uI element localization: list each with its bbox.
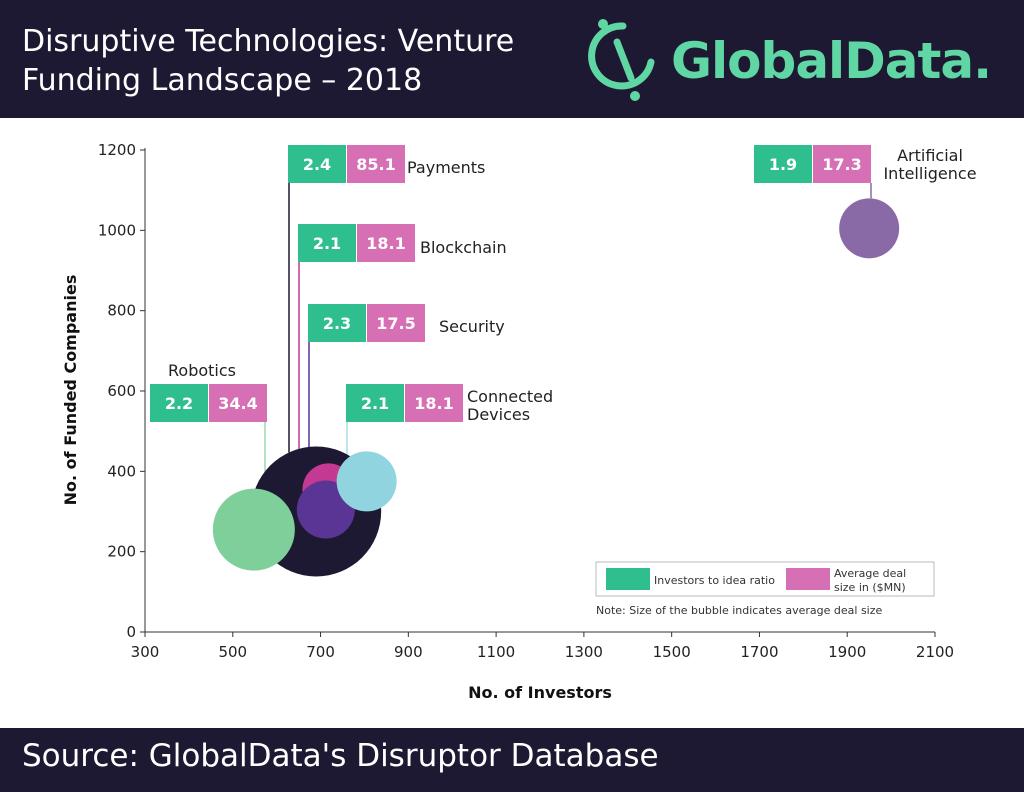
ratio-box (754, 145, 812, 183)
x-axis-title: No. of Investors (468, 683, 612, 702)
x-tick-label: 1700 (740, 643, 778, 661)
series-label: Blockchain (420, 238, 507, 257)
title-line-1: Disruptive Technologies: Venture (22, 24, 515, 59)
y-tick-label: 800 (107, 302, 136, 320)
ratio-box (150, 384, 208, 422)
deal-size-value: 18.1 (414, 394, 453, 413)
series-label: Artificial (897, 146, 963, 165)
header-bar: Disruptive Technologies: Venture Funding… (0, 0, 1024, 118)
ratio-box (288, 145, 346, 183)
y-tick-label: 1200 (98, 141, 136, 159)
page-title: Disruptive Technologies: Venture Funding… (22, 22, 582, 100)
x-tick-label: 500 (218, 643, 247, 661)
ratio-value: 2.2 (165, 394, 193, 413)
deal-size-value: 85.1 (356, 155, 395, 174)
bubble (336, 451, 397, 512)
y-tick-label: 200 (107, 543, 136, 561)
x-tick-label: 1100 (477, 643, 515, 661)
logo-text: GlobalData. (671, 32, 992, 90)
legend-ratio-swatch (606, 568, 650, 590)
deal-size-box (357, 224, 415, 262)
y-tick-label: 0 (126, 623, 136, 641)
series-label: Intelligence (883, 164, 976, 183)
ratio-box (298, 224, 356, 262)
ratio-value: 2.4 (303, 155, 331, 174)
deal-size-value: 17.3 (822, 155, 861, 174)
legend-box (595, 561, 935, 597)
x-tick-label: 1500 (653, 643, 691, 661)
logo-mark-icon (588, 19, 655, 101)
ratio-box (308, 304, 366, 342)
series-label: Robotics (168, 361, 236, 380)
deal-size-box (405, 384, 463, 422)
ratio-box (346, 384, 404, 422)
deal-size-box (813, 145, 871, 183)
deal-size-box (209, 384, 267, 422)
legend-ratio-label: Investors to idea ratio (654, 574, 775, 587)
legend-deal-swatch (786, 568, 830, 590)
y-axis-title: No. of Funded Companies (61, 275, 80, 506)
x-tick-label: 1900 (828, 643, 866, 661)
x-tick-label: 2100 (916, 643, 954, 661)
ratio-value: 2.1 (361, 394, 389, 413)
deal-size-box (367, 304, 425, 342)
deal-size-value: 17.5 (376, 314, 415, 333)
bubble-chart: 300 500 700 900 1100 1300 1500 1700 1900 2100 0 200… (61, 141, 977, 702)
deal-size-value: 18.1 (366, 234, 405, 253)
y-tick-label: 400 (107, 462, 136, 480)
bubble (839, 198, 900, 259)
y-tick-label: 1000 (98, 221, 136, 239)
globaldata-logo: GlobalData. (583, 14, 1013, 106)
legend-note: Note: Size of the bubble indicates avera… (596, 604, 883, 617)
series-label: Devices (467, 405, 530, 424)
legend-deal-label-2: size in ($MN) (834, 581, 906, 594)
x-tick-label: 900 (394, 643, 423, 661)
x-tick-label: 700 (306, 643, 335, 661)
ratio-value: 1.9 (769, 155, 797, 174)
series-label: Connected (467, 387, 553, 406)
title-line-2: Funding Landscape – 2018 (22, 63, 423, 98)
source-text: Source: GlobalData's Disruptor Database (22, 738, 659, 774)
bubble (212, 488, 295, 571)
series-label: Security (439, 317, 505, 336)
footer-bar: Source: GlobalData's Disruptor Database (0, 728, 1024, 792)
ratio-value: 2.3 (323, 314, 351, 333)
x-tick-label: 1300 (565, 643, 603, 661)
series-label: Payments (407, 158, 485, 177)
legend-deal-label-1: Average deal (834, 567, 906, 580)
x-tick-label: 300 (131, 643, 160, 661)
ratio-value: 2.1 (313, 234, 341, 253)
deal-size-value: 34.4 (218, 394, 257, 413)
deal-size-box (347, 145, 405, 183)
y-tick-label: 600 (107, 382, 136, 400)
